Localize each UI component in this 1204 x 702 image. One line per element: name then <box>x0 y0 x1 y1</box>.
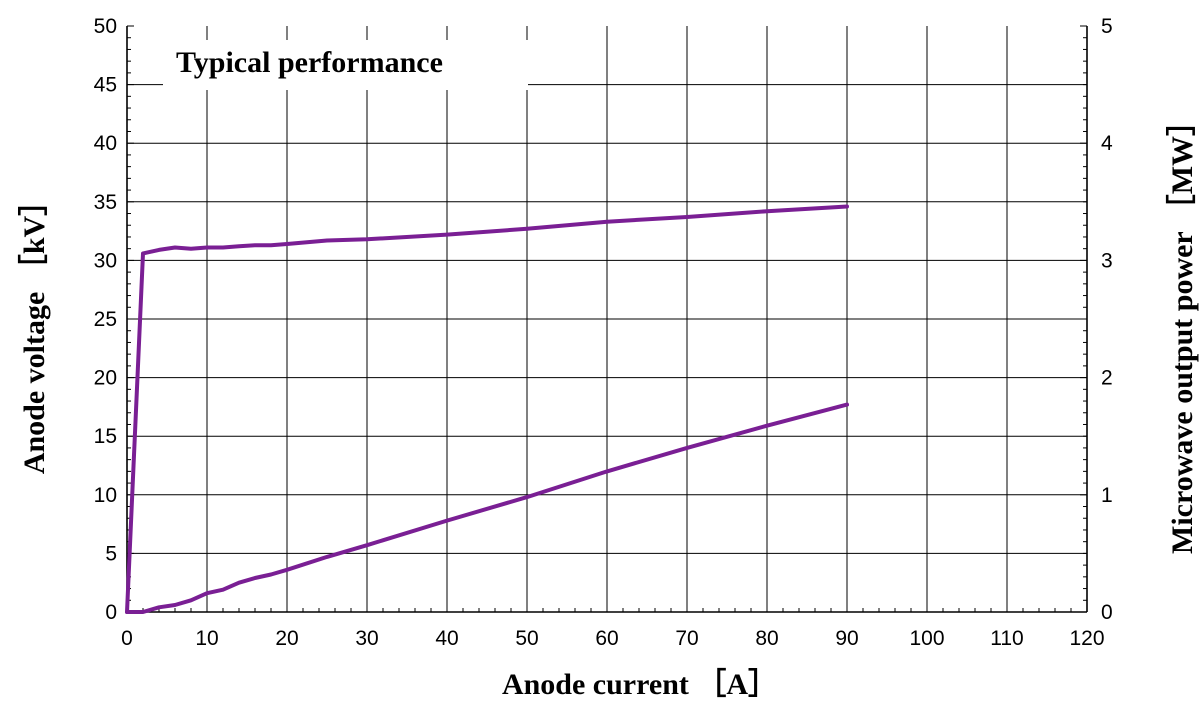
y2-tick-labels: 0 1 2 3 4 5 <box>1101 15 1113 624</box>
y-tick-label: 5 <box>105 542 117 565</box>
x-tick-label: 60 <box>595 627 618 650</box>
grid <box>127 26 1087 612</box>
y-tick-label: 15 <box>94 425 117 448</box>
axes <box>126 26 1088 613</box>
series <box>125 204 849 614</box>
x-tick-label: 20 <box>275 627 298 650</box>
y-tick-label: 35 <box>94 191 117 214</box>
y-tick-label: 25 <box>94 308 117 331</box>
chart-title-background <box>163 40 528 90</box>
y2-axis-title: Microwave output power ［MW］ <box>1165 106 1199 554</box>
x-tick-label: 30 <box>355 627 378 650</box>
x-axis-title: Anode current ［A］ <box>502 667 778 701</box>
x-tick-label: 0 <box>121 627 133 650</box>
x-tick-label: 90 <box>835 627 858 650</box>
y-tick-label: 50 <box>94 15 117 38</box>
y-tick-label: 0 <box>105 601 117 624</box>
y-axis-title: Anode voltage ［kV］ <box>17 186 51 474</box>
x-tick-label: 10 <box>195 627 218 650</box>
y2-tick-label: 5 <box>1101 15 1113 38</box>
x-tick-label: 100 <box>909 627 944 650</box>
y-tick-label: 20 <box>94 367 117 390</box>
x-tick-label: 50 <box>515 627 538 650</box>
y-tick-label: 45 <box>94 74 117 97</box>
anode-voltage-line <box>125 204 849 614</box>
x-tick-label: 80 <box>755 627 778 650</box>
y2-tick-label: 0 <box>1101 601 1113 624</box>
y-tick-label: 30 <box>94 249 117 272</box>
chart-title: Typical performance <box>176 46 443 79</box>
output-power-line <box>125 402 849 614</box>
x-tick-label: 40 <box>435 627 458 650</box>
y-tick-label: 40 <box>94 132 117 155</box>
y2-tick-label: 4 <box>1101 132 1113 155</box>
x-tick-label: 110 <box>990 627 1023 650</box>
y2-tick-label: 2 <box>1101 367 1113 390</box>
y-tick-labels: 0 5 10 15 20 25 30 35 40 45 50 <box>94 15 117 624</box>
y2-tick-label: 3 <box>1101 249 1113 272</box>
x-tick-label: 120 <box>1069 627 1104 650</box>
x-tick-labels: 0 10 20 30 40 50 60 70 80 90 100 110 120 <box>121 627 1104 650</box>
y-tick-label: 10 <box>94 484 117 507</box>
y2-tick-label: 1 <box>1101 484 1113 507</box>
x-tick-label: 70 <box>675 627 698 650</box>
